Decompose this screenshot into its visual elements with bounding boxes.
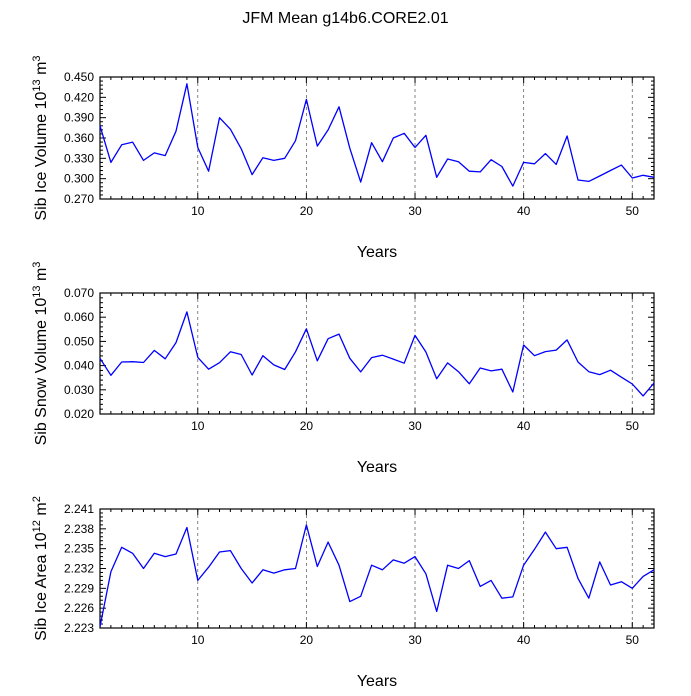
y-axis-label-superscript: 3 xyxy=(31,262,43,268)
y-axis-label-part: m xyxy=(33,62,50,80)
x-tick-label: 40 xyxy=(517,633,531,647)
y-tick-label: 0.050 xyxy=(64,334,94,348)
y-tick-label: 0.060 xyxy=(64,310,94,324)
x-tick-label: 30 xyxy=(408,419,422,433)
y-tick-label: 2.223 xyxy=(64,621,94,635)
x-axis-label: Years xyxy=(357,459,397,476)
y-tick-label: 0.070 xyxy=(64,286,94,300)
y-tick-label: 2.226 xyxy=(64,601,94,615)
y-tick-label: 0.030 xyxy=(64,383,94,397)
y-tick-label: 2.238 xyxy=(64,522,94,536)
y-axis-label-part: Sib Ice Volume 10 xyxy=(33,91,50,220)
x-tick-label: 30 xyxy=(408,633,422,647)
plot-frame xyxy=(99,292,655,415)
y-tick-label: 0.270 xyxy=(64,192,94,206)
x-axis-label: Years xyxy=(357,673,397,690)
y-axis-label-superscript: 13 xyxy=(31,79,43,91)
y-tick-label: 2.229 xyxy=(64,581,94,595)
x-tick-label: 30 xyxy=(408,204,422,218)
chart-panel-2: 10 20 30 40 50 0.020 0.030 0.040 0.050 0.060 0.070… xyxy=(31,262,655,476)
y-axis-label-part: Sib Snow Volume 10 xyxy=(33,298,50,446)
y-axis-label: Sib Ice Volume 1013 m3 xyxy=(31,55,50,220)
y-axis-label-part: m xyxy=(33,268,50,286)
y-tick-label: 0.040 xyxy=(64,359,94,373)
x-tick-label: 10 xyxy=(191,633,205,647)
y-axis-label: Sib Snow Volume 1013 m3 xyxy=(31,262,50,446)
series-line xyxy=(99,311,655,397)
y-tick-label: 2.232 xyxy=(64,562,94,576)
plot-frame xyxy=(99,76,655,200)
x-tick-label: 20 xyxy=(300,204,314,218)
chart-panel-1: 10 20 30 40 50 0.270 0.300 0.330 0.360 0.390 0.420… xyxy=(31,55,655,261)
y-axis-label-superscript: 12 xyxy=(31,520,43,532)
y-axis-label-superscript: 2 xyxy=(31,496,43,502)
y-axis-label-part: m xyxy=(33,502,50,520)
x-tick-label: 50 xyxy=(626,633,640,647)
y-tick-label: 0.450 xyxy=(64,70,94,84)
y-tick-label: 2.241 xyxy=(64,502,94,516)
x-axis-label: Years xyxy=(357,244,397,261)
y-tick-label: 0.420 xyxy=(64,90,94,104)
y-axis-label-superscript: 3 xyxy=(31,55,43,61)
series-line xyxy=(99,524,655,627)
x-tick-label: 50 xyxy=(626,419,640,433)
y-tick-label: 0.020 xyxy=(64,407,94,421)
figure-title: JFM Mean g14b6.CORE2.01 xyxy=(242,10,449,27)
y-axis-label-part: Sib Ice Area 10 xyxy=(33,532,50,641)
x-tick-label: 10 xyxy=(191,419,205,433)
y-axis-label: Sib Ice Area 1012 m2 xyxy=(31,496,50,641)
series-line xyxy=(99,83,655,187)
x-tick-label: 40 xyxy=(517,419,531,433)
x-tick-label: 40 xyxy=(517,204,531,218)
x-tick-label: 50 xyxy=(626,204,640,218)
x-tick-label: 20 xyxy=(300,419,314,433)
x-tick-label: 10 xyxy=(191,204,205,218)
y-tick-label: 2.235 xyxy=(64,542,94,556)
y-tick-label: 0.330 xyxy=(64,151,94,165)
chart-panel-3: 10 20 30 40 50 2.223 2.226 2.229 2.232 2.235 2.238… xyxy=(31,496,655,690)
plot-frame xyxy=(99,508,655,629)
y-axis-label-superscript: 13 xyxy=(31,286,43,298)
y-tick-label: 0.300 xyxy=(64,172,94,186)
y-tick-label: 0.390 xyxy=(64,111,94,125)
x-tick-label: 20 xyxy=(300,633,314,647)
y-tick-label: 0.360 xyxy=(64,131,94,145)
